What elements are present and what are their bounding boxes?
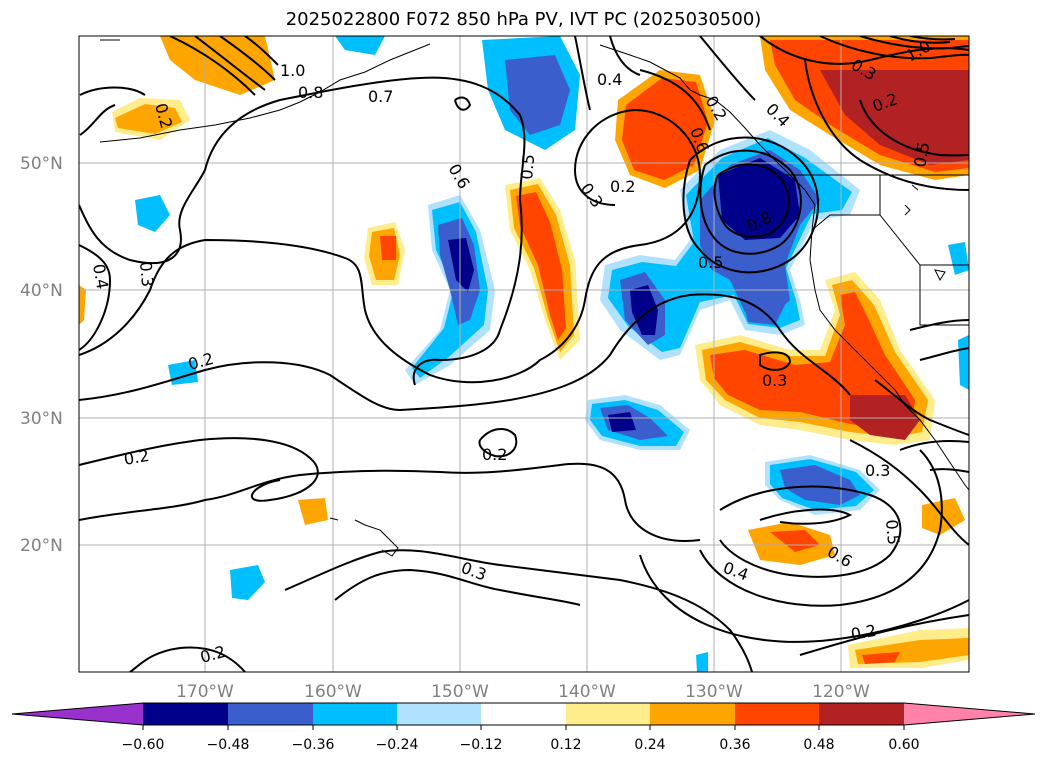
colorbar-tick-label: 0.48 xyxy=(803,737,834,753)
lat-label: 50°N xyxy=(20,154,63,174)
colorbar-segment xyxy=(566,703,650,725)
colorbar-segment xyxy=(397,703,481,725)
colorbar-segment xyxy=(313,703,397,725)
lat-label: 30°N xyxy=(20,409,63,429)
contour-label: 0.8 xyxy=(298,83,323,102)
contour-label: 0.5 xyxy=(517,153,538,180)
colorbar-segment xyxy=(650,703,735,725)
colorbar-segment xyxy=(819,703,904,725)
colorbar: −0.60 −0.48 −0.36 −0.24 −0.12 0.12 0.24 … xyxy=(11,702,1036,753)
colorbar-tick-label: 0.12 xyxy=(550,737,581,753)
colorbar-extend-low xyxy=(12,703,143,725)
contour-label: 0.5 xyxy=(698,253,723,272)
colorbar-segment xyxy=(228,703,313,725)
colorbar-tick-label: −0.36 xyxy=(292,737,335,753)
contour-label: 1.0 xyxy=(280,61,305,80)
contour-label: 0.2 xyxy=(122,446,150,469)
colorbar-segment xyxy=(143,703,228,725)
contour-label: 0.2 xyxy=(482,445,507,464)
lon-label: 140°W xyxy=(558,682,616,702)
lon-label: 130°W xyxy=(685,682,743,702)
lat-label: 20°N xyxy=(20,536,63,556)
contour-label: 0.7 xyxy=(368,87,393,106)
contour-label: 0.4 xyxy=(89,262,112,290)
lon-label: 170°W xyxy=(176,682,234,702)
colorbar-tick-label: 0.60 xyxy=(888,737,919,753)
ivt-contours xyxy=(79,36,969,672)
contour-label: 0.3 xyxy=(762,371,787,390)
map-frame xyxy=(78,35,970,673)
contour-label: 0.4 xyxy=(597,70,622,89)
contour-label: 0.5 xyxy=(882,519,903,546)
longitude-labels: 170°W 160°W 150°W 140°W 130°W 120°W xyxy=(176,682,870,702)
colorbar-tick-label: −0.48 xyxy=(207,737,250,753)
lat-label: 40°N xyxy=(20,281,63,301)
colorbar-ticks xyxy=(142,725,905,730)
contour-label: 0.5 xyxy=(910,140,933,168)
contour-label: 0.2 xyxy=(849,621,877,644)
contour-label: 0.3 xyxy=(136,261,157,288)
colorbar-segment xyxy=(481,703,566,725)
colorbar-tick-label: −0.12 xyxy=(460,737,503,753)
pv-anomaly-fills xyxy=(79,36,969,672)
contour-label: 0.3 xyxy=(865,461,890,480)
colorbar-extend-high xyxy=(904,703,1035,725)
lon-label: 150°W xyxy=(431,682,489,702)
coastlines xyxy=(99,39,969,557)
colorbar-tick-label: −0.60 xyxy=(122,737,165,753)
colorbar-tick-label: 0.36 xyxy=(719,737,750,753)
lon-label: 120°W xyxy=(812,682,870,702)
colorbar-tick-label: −0.24 xyxy=(376,737,419,753)
contour-label: 0.2 xyxy=(610,177,635,196)
map-title: 2025022800 F072 850 hPa PV, IVT PC (2025… xyxy=(285,9,762,30)
colorbar-tick-label: 0.24 xyxy=(634,737,665,753)
colorbar-segment xyxy=(735,703,819,725)
lon-label: 160°W xyxy=(304,682,362,702)
latitude-labels: 50°N 40°N 30°N 20°N xyxy=(20,154,63,556)
